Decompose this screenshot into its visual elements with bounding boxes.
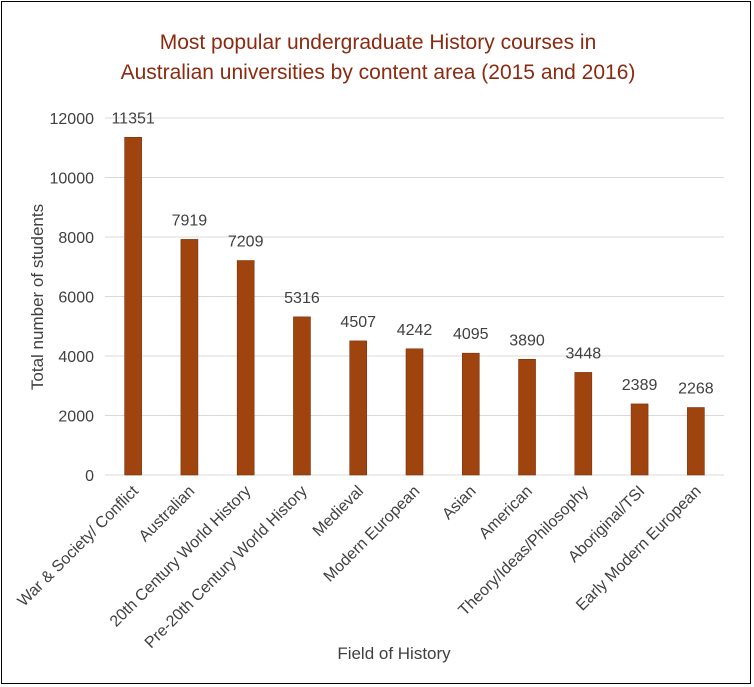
x-tick-label: Medieval xyxy=(310,483,367,540)
data-label: 3890 xyxy=(509,332,545,349)
data-label: 3448 xyxy=(566,345,602,362)
data-label: 7209 xyxy=(228,234,264,251)
bar xyxy=(630,403,649,476)
x-tick-label: Modern European xyxy=(321,483,424,586)
bar xyxy=(687,407,705,476)
data-labels: 11351 7919 7209 5316 4507 4242 4095 3890 3448 238… xyxy=(111,110,713,397)
x-tick-label: Asian xyxy=(439,483,479,523)
bars xyxy=(124,137,705,476)
data-label: 2268 xyxy=(678,381,714,398)
data-label: 2389 xyxy=(622,377,658,394)
chart-title-line-1: Most popular undergraduate History cours… xyxy=(160,31,597,54)
y-tick-label: 4000 xyxy=(58,349,94,366)
bar xyxy=(461,352,480,476)
y-axis-title: Total number of students xyxy=(28,204,47,390)
bar xyxy=(349,340,368,476)
data-label: 4095 xyxy=(453,326,489,343)
bar xyxy=(124,137,142,476)
y-tick-label: 2000 xyxy=(58,409,94,426)
x-tick-label: American xyxy=(476,483,536,543)
bar xyxy=(405,348,424,476)
y-tick-label: 6000 xyxy=(58,290,94,307)
data-label: 11351 xyxy=(111,110,154,127)
bar xyxy=(518,358,536,476)
y-axis-ticks: 0 2000 4000 6000 8000 10000 12000 xyxy=(50,111,95,485)
data-label: 4242 xyxy=(397,322,433,339)
data-label: 7919 xyxy=(172,212,208,229)
x-tick-label: War & Society/ Conflict xyxy=(15,482,143,610)
data-label: 4507 xyxy=(340,314,376,331)
chart-title-line-2: Australian universities by content area … xyxy=(121,61,636,84)
y-tick-label: 0 xyxy=(85,468,94,485)
y-tick-label: 10000 xyxy=(50,171,95,188)
y-tick-label: 8000 xyxy=(58,230,94,247)
bar xyxy=(293,316,311,476)
data-label: 5316 xyxy=(284,290,320,307)
bar xyxy=(574,372,593,476)
bar xyxy=(180,239,199,476)
x-axis-title: Field of History xyxy=(337,644,451,663)
bar xyxy=(236,260,255,476)
chart-title: Most popular undergraduate History cours… xyxy=(121,31,636,84)
y-tick-label: 12000 xyxy=(50,111,95,128)
